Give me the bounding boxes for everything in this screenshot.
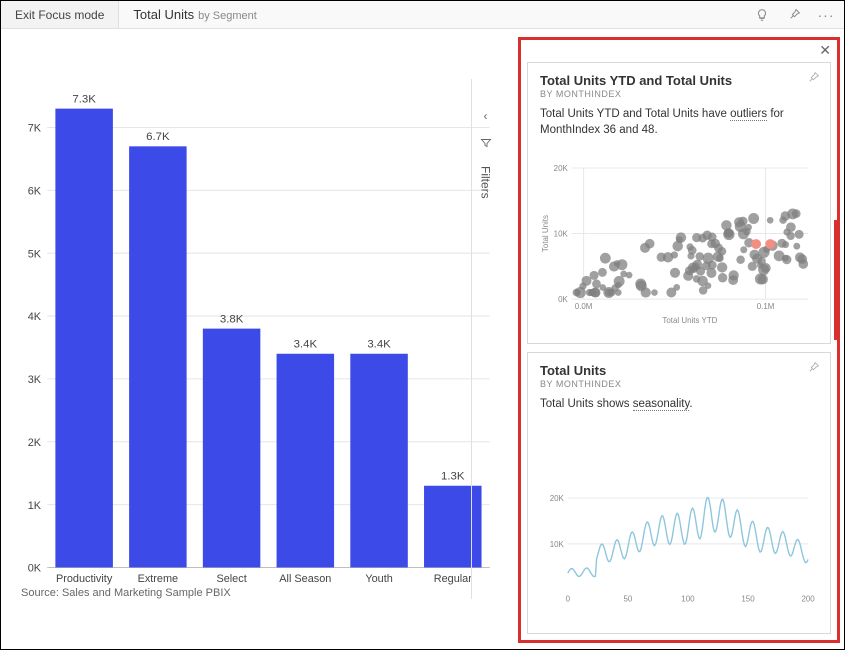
svg-text:150: 150 <box>741 594 755 603</box>
svg-text:Extreme: Extreme <box>138 573 179 585</box>
filters-label: Filters <box>479 166 493 199</box>
svg-text:7K: 7K <box>28 123 42 135</box>
card2-desc: Total Units shows seasonality. <box>540 397 818 413</box>
svg-text:0: 0 <box>566 594 571 603</box>
close-icon[interactable]: ✕ <box>819 42 831 59</box>
svg-text:Regular: Regular <box>434 573 473 585</box>
insight-card-1: Total Units YTD and Total Units BY MONTH… <box>527 62 831 344</box>
title-main: Total Units <box>133 7 194 22</box>
pin-icon[interactable] <box>786 7 802 23</box>
pin-icon[interactable] <box>807 71 820 87</box>
scatter-chart: 0K 10K 20K 0.0M 0.1M Total Units YTD Total Uni… <box>540 148 818 337</box>
svg-text:1K: 1K <box>28 500 42 512</box>
bar-chart: 0K 1K 2K 3K 4K 5K 6K 7K 7.3K Productivity 6.7K Extr… <box>11 69 501 609</box>
main-area: 0K 1K 2K 3K 4K 5K 6K 7K 7.3K Productivity 6.7K Extr… <box>1 29 844 649</box>
card1-subtitle: BY MONTHINDEX <box>540 89 818 99</box>
lightbulb-icon[interactable] <box>754 7 770 23</box>
insights-panel: ✕ Total Units YTD and Total Units BY MON… <box>518 37 840 643</box>
svg-text:50: 50 <box>623 594 632 603</box>
svg-text:0K: 0K <box>28 563 42 575</box>
svg-text:100: 100 <box>681 594 695 603</box>
line-chart: 10K 20K 0 50 100 150 200 <box>540 423 818 627</box>
card2-desc-suffix: . <box>689 398 692 410</box>
svg-text:Total Units YTD: Total Units YTD <box>662 316 717 325</box>
svg-text:Select: Select <box>216 573 246 585</box>
svg-text:Productivity: Productivity <box>56 573 113 585</box>
svg-text:3.4K: 3.4K <box>294 339 318 351</box>
svg-text:7.3K: 7.3K <box>72 93 96 105</box>
bar-chart-zone: 0K 1K 2K 3K 4K 5K 6K 7K 7.3K Productivity 6.7K Extr… <box>1 29 511 649</box>
svg-text:200: 200 <box>801 594 815 603</box>
svg-text:All Season: All Season <box>279 573 331 585</box>
scroll-indicator[interactable] <box>834 220 838 340</box>
svg-text:6K: 6K <box>28 185 42 197</box>
svg-text:2K: 2K <box>28 437 42 449</box>
card2-desc-prefix: Total Units shows <box>540 398 633 410</box>
topbar: Exit Focus mode Total Units by Segment ·… <box>1 1 844 29</box>
svg-text:0.0M: 0.0M <box>575 302 593 311</box>
funnel-icon[interactable] <box>480 137 492 152</box>
topbar-actions: ··· <box>754 7 844 23</box>
svg-text:4K: 4K <box>28 311 42 323</box>
card2-title: Total Units <box>540 363 818 378</box>
card2-desc-kw: seasonality <box>633 398 690 411</box>
svg-text:10K: 10K <box>550 539 565 548</box>
svg-text:20K: 20K <box>550 494 565 503</box>
insight-card-2: Total Units BY MONTHINDEX Total Units sh… <box>527 352 831 634</box>
svg-text:3.8K: 3.8K <box>220 313 244 325</box>
svg-text:0K: 0K <box>558 295 568 304</box>
svg-text:3.4K: 3.4K <box>367 339 391 351</box>
card1-desc: Total Units YTD and Total Units have out… <box>540 107 818 138</box>
svg-text:6.7K: 6.7K <box>146 131 170 143</box>
svg-text:0.1M: 0.1M <box>757 302 775 311</box>
card2-subtitle: BY MONTHINDEX <box>540 379 818 389</box>
filters-rail: ‹ Filters <box>471 79 499 599</box>
card1-desc-kw: outliers <box>730 108 767 121</box>
svg-text:Total Units: Total Units <box>541 215 550 252</box>
page-title: Total Units by Segment <box>119 7 270 22</box>
exit-focus-button[interactable]: Exit Focus mode <box>1 1 119 28</box>
exit-focus-label: Exit Focus mode <box>15 8 104 22</box>
card1-title: Total Units YTD and Total Units <box>540 73 818 88</box>
pin-icon[interactable] <box>807 361 820 377</box>
svg-text:10K: 10K <box>554 230 569 239</box>
svg-text:20K: 20K <box>554 164 569 173</box>
svg-text:5K: 5K <box>28 248 42 260</box>
source-text: Source: Sales and Marketing Sample PBIX <box>21 587 231 599</box>
card1-desc-prefix: Total Units YTD and Total Units have <box>540 108 730 120</box>
svg-text:3K: 3K <box>28 374 42 386</box>
title-sub: by Segment <box>198 10 257 22</box>
svg-text:1.3K: 1.3K <box>441 471 465 483</box>
svg-text:Youth: Youth <box>365 573 392 585</box>
collapse-chevron-icon[interactable]: ‹ <box>484 109 488 123</box>
more-icon[interactable]: ··· <box>818 7 834 23</box>
